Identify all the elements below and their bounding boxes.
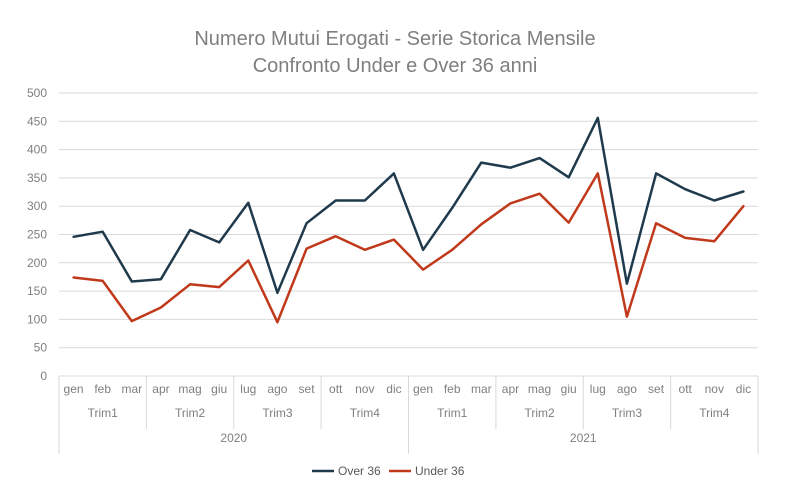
- x-tick-month: set: [299, 382, 316, 396]
- y-tick-label: 300: [27, 199, 47, 213]
- x-tick-month: dic: [736, 382, 751, 396]
- x-tick-quarter: Trim1: [437, 406, 468, 420]
- series-line-under-36: [72, 172, 745, 324]
- y-axis: 0 50 100 150 200 250 300 350 400 450 500: [27, 86, 47, 383]
- y-tick-label: 50: [34, 341, 48, 355]
- series-line-over-36: [72, 116, 745, 295]
- x-tick-month: mag: [528, 382, 551, 396]
- x-tick-month: ago: [267, 382, 287, 396]
- x-tick-quarter: Trim4: [699, 406, 730, 420]
- x-tick-month: ott: [679, 382, 693, 396]
- y-tick-label: 500: [27, 86, 47, 100]
- x-tick-month: nov: [355, 382, 374, 396]
- y-tick-label: 350: [27, 171, 47, 185]
- chart-title: Numero Mutui Erogati - Serie Storica Men…: [194, 28, 595, 50]
- x-tick-month: set: [648, 382, 665, 396]
- y-tick-label: 100: [27, 312, 47, 326]
- x-tick-month: mar: [121, 382, 142, 396]
- x-tick-month: feb: [94, 382, 111, 396]
- x-tick-month: gen: [64, 382, 84, 396]
- x-tick-month: ott: [329, 382, 343, 396]
- x-tick-quarter: Trim2: [175, 406, 206, 420]
- legend-label-under-36: Under 36: [415, 464, 465, 478]
- x-tick-month: apr: [502, 382, 519, 396]
- y-tick-label: 0: [40, 369, 47, 383]
- x-tick-month: ago: [617, 382, 637, 396]
- x-tick-month: lug: [590, 382, 606, 396]
- x-tick-year: 2021: [570, 431, 597, 445]
- x-tick-year: 2020: [220, 431, 247, 445]
- series-group: [72, 116, 745, 324]
- y-tick-label: 250: [27, 228, 47, 242]
- x-tick-quarter: Trim3: [612, 406, 643, 420]
- x-tick-month: giu: [211, 382, 227, 396]
- y-tick-label: 200: [27, 256, 47, 270]
- x-tick-quarter: Trim2: [524, 406, 555, 420]
- x-tick-month: giu: [561, 382, 577, 396]
- chart-subtitle: Confronto Under e Over 36 anni: [253, 55, 538, 77]
- x-tick-quarter: Trim1: [88, 406, 119, 420]
- y-tick-label: 150: [27, 284, 47, 298]
- x-tick-month: mar: [471, 382, 492, 396]
- x-tick-month: nov: [705, 382, 724, 396]
- x-tick-month: apr: [152, 382, 169, 396]
- x-tick-month: dic: [386, 382, 401, 396]
- legend: Over 36 Under 36: [312, 464, 465, 478]
- x-axis: gen feb mar apr mag giu lug ago set ott nov dic gen f…: [58, 376, 759, 454]
- x-tick-month: gen: [413, 382, 433, 396]
- y-tick-label: 450: [27, 114, 47, 128]
- x-tick-quarter: Trim3: [262, 406, 293, 420]
- x-tick-month: feb: [444, 382, 461, 396]
- gridlines: [59, 92, 758, 377]
- legend-label-over-36: Over 36: [338, 464, 381, 478]
- y-tick-label: 400: [27, 143, 47, 157]
- x-tick-month: mag: [178, 382, 201, 396]
- x-tick-quarter: Trim4: [350, 406, 381, 420]
- x-tick-month: lug: [240, 382, 256, 396]
